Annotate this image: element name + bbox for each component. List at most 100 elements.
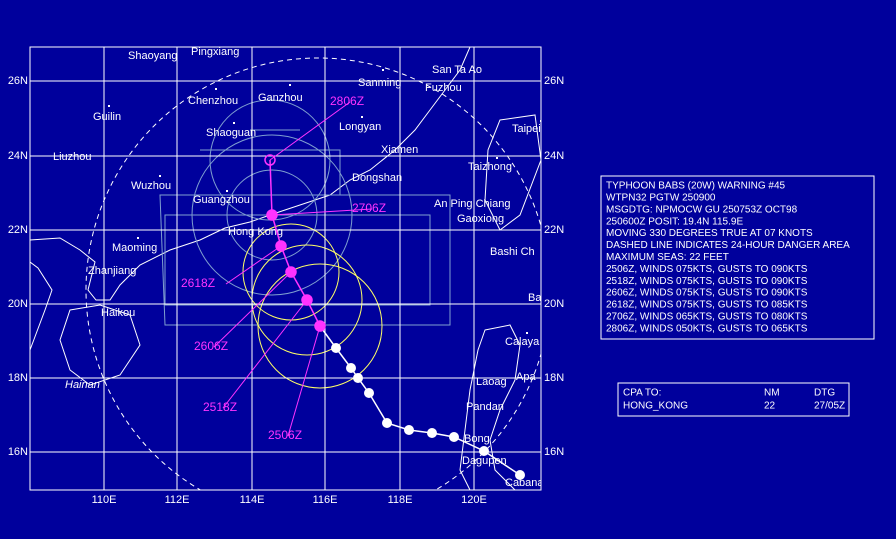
place-dot — [137, 237, 139, 239]
past-position — [364, 388, 374, 398]
place-label: An Ping Chiang — [434, 198, 510, 210]
wind-radii — [242, 223, 383, 389]
warning-line: 2606Z, WINDS 075KTS, GUSTS TO 090KTS — [606, 288, 808, 299]
lat-label: 18N — [544, 372, 564, 384]
place-label: Pingxiang — [191, 46, 239, 58]
warning-line: 2618Z, WINDS 075KTS, GUSTS TO 085KTS — [606, 300, 808, 311]
place-label: Pandan — [466, 401, 504, 413]
warning-line: 250600Z POSIT: 19.4N 115.9E — [606, 216, 743, 227]
fix-leader — [269, 101, 351, 161]
lon-label: 118E — [388, 494, 413, 506]
past-position — [382, 418, 392, 428]
place-label: Hong Kong — [228, 226, 283, 238]
place-label: Sanming — [358, 77, 401, 89]
place-label: Hainan — [65, 379, 100, 391]
lat-label: 24N — [544, 150, 564, 162]
lat-label: 20N — [8, 298, 28, 310]
place-label: Liuzhou — [53, 151, 92, 163]
warning-line: WTPN32 PGTW 250900 — [606, 193, 716, 204]
warning-line: 2806Z, WINDS 050KTS, GUSTS TO 065KTS — [606, 323, 808, 334]
place-dot — [159, 175, 161, 177]
lon-label: 120E — [461, 494, 487, 506]
warning-box — [600, 175, 875, 340]
warning-line: TYPHOON BABS (20W) WARNING #45 — [606, 181, 786, 192]
cpa-header: DTG — [814, 388, 835, 399]
cpa-box — [617, 382, 850, 417]
place-label: Bashi Ch — [490, 246, 535, 258]
fix-label: 2606Z — [194, 339, 228, 353]
warning-line: 2706Z, WINDS 065KTS, GUSTS TO 080KTS — [606, 312, 808, 323]
place-dot — [108, 105, 110, 107]
lat-label: 26N — [8, 75, 28, 87]
lat-label: 18N — [8, 372, 28, 384]
cpa-cell: 22 — [764, 401, 776, 412]
fix-leader — [271, 208, 373, 216]
cpa-cell: 27/05Z — [814, 401, 845, 412]
forecast-position — [264, 154, 276, 166]
place-label: Shaoguan — [206, 127, 256, 139]
past-position — [449, 432, 459, 442]
lat-label: 24N — [8, 150, 28, 162]
lat-label: 20N — [544, 298, 564, 310]
danger-swath — [159, 99, 451, 326]
place-label: Haikou — [101, 307, 135, 319]
fix-label: 2506Z — [268, 428, 302, 442]
place-label: Cabanatuan — [505, 477, 565, 489]
place-label: Longyan — [339, 121, 381, 133]
place-label: Dongshan — [352, 172, 402, 184]
place-label: Ba — [528, 292, 542, 304]
past-position — [479, 446, 489, 456]
cpa-header: NM — [764, 388, 780, 399]
place-label: Taizhong — [468, 161, 512, 173]
place-label: Ganzhou — [258, 92, 303, 104]
warning-line: 2518Z, WINDS 075KTS, GUSTS TO 090KTS — [606, 276, 808, 287]
fix-label: 2618Z — [181, 276, 215, 290]
fix-label: 2706Z — [352, 201, 386, 215]
place-label: Maoming — [112, 242, 157, 254]
place-dot — [526, 332, 528, 334]
lon-label: 112E — [165, 494, 190, 506]
coastline — [30, 47, 541, 490]
warning-line: MSGDTG: NPMOCW GU 250753Z OCT98 — [606, 204, 798, 215]
place-label: Guilin — [93, 111, 121, 123]
fix-label: 2518Z — [203, 400, 237, 414]
danger-area — [85, 57, 541, 490]
place-label: Guangzhou — [193, 194, 250, 206]
place-label: Chenzhou — [188, 95, 238, 107]
place-label: Taipei — [512, 123, 541, 135]
lon-label: 114E — [240, 494, 265, 506]
lon-label: 110E — [92, 494, 117, 506]
lat-label: 16N — [8, 446, 28, 458]
place-label: Gaoxiong — [457, 213, 504, 225]
place-dot — [361, 116, 363, 118]
place-dot — [496, 157, 498, 159]
past-position — [515, 470, 525, 480]
place-label: Calaya — [505, 336, 540, 348]
past-position — [427, 428, 437, 438]
place-label: Shaoyang — [128, 50, 178, 62]
place-label: Wuzhou — [131, 180, 171, 192]
place-label: Zhanjiang — [88, 265, 136, 277]
place-dot — [233, 122, 235, 124]
fix-leader — [213, 271, 292, 348]
cpa-header: CPA TO: — [623, 388, 661, 399]
place-label: San Ta Ao — [432, 64, 482, 76]
place-label: Apa — [516, 371, 536, 383]
lon-label: 116E — [313, 494, 338, 506]
cpa-cell: HONG_KONG — [623, 401, 688, 412]
place-label: Fuzhou — [425, 82, 462, 94]
warning-line: MAXIMUM SEAS: 22 FEET — [606, 252, 729, 263]
fix-leader — [225, 245, 282, 285]
lat-label: 16N — [544, 446, 564, 458]
place-label: Bong — [464, 433, 490, 445]
fix-leader — [287, 325, 321, 437]
place-dot — [382, 69, 384, 71]
map-frame — [29, 46, 542, 491]
lat-label: 26N — [544, 75, 564, 87]
place-dot — [215, 88, 217, 90]
warning-line: DASHED LINE INDICATES 24-HOUR DANGER ARE… — [606, 240, 850, 251]
warning-line: 2506Z, WINDS 075KTS, GUSTS TO 090KTS — [606, 264, 808, 275]
fix-leader — [222, 299, 308, 409]
lat-label: 22N — [8, 224, 28, 236]
